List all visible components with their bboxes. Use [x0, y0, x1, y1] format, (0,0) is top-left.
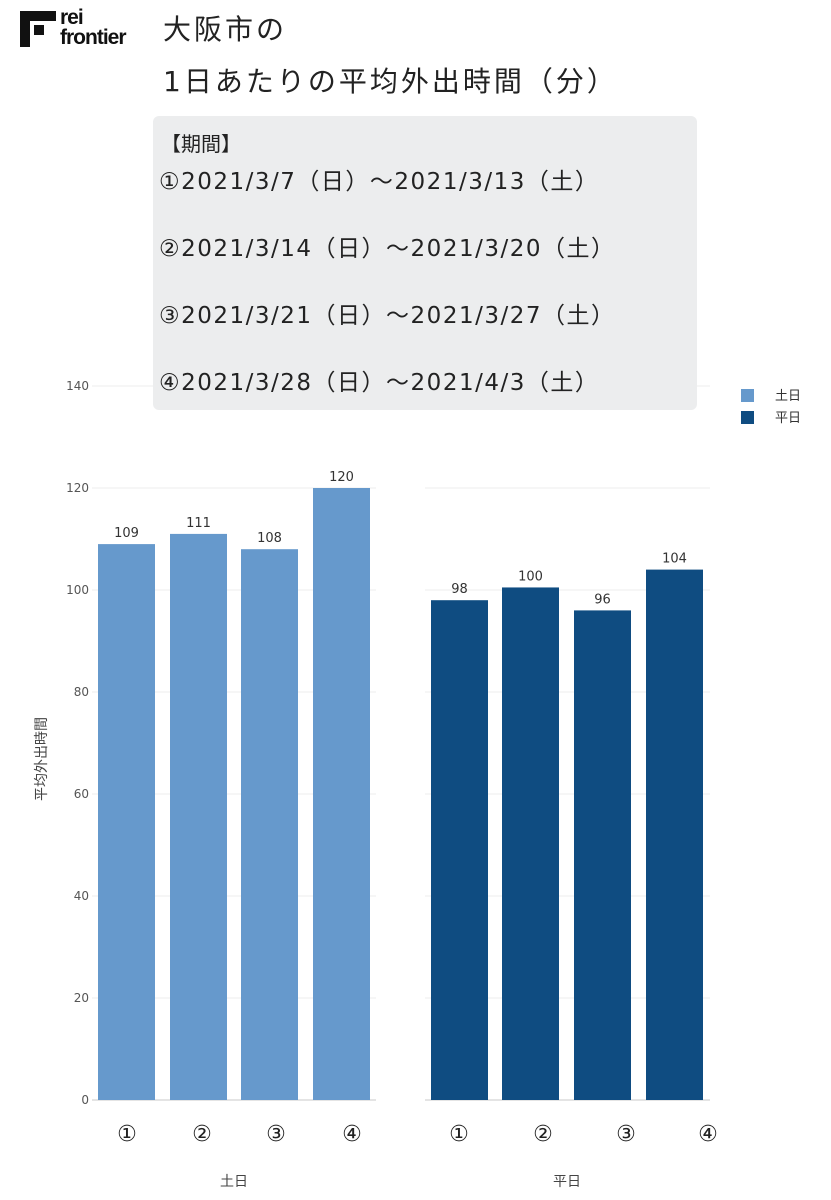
- x-tick-label: ①: [449, 1122, 469, 1147]
- data-label: 109: [114, 526, 139, 541]
- bar-weekday-4: [646, 569, 703, 1100]
- x-tick-label: ③: [616, 1122, 636, 1147]
- y-tick-label: 140: [66, 379, 89, 393]
- period-item-4: ④2021/3/28（日）～2021/4/3（土）: [159, 370, 600, 396]
- y-tick-label: 40: [74, 889, 89, 903]
- x-tick-label: ②: [192, 1122, 212, 1147]
- data-label: 96: [594, 592, 611, 607]
- bar-weekend-3: [241, 549, 298, 1100]
- legend-swatch: [741, 411, 754, 424]
- y-axis-label: 平均外出時間: [34, 717, 50, 801]
- logo-mark-icon: [20, 11, 56, 47]
- data-label: 108: [257, 531, 282, 546]
- bar-weekend-1: [98, 544, 155, 1100]
- x-tick-label: ①: [117, 1122, 137, 1147]
- bar-weekend-4: [313, 488, 370, 1100]
- chart-title-line2: 1日あたりの平均外出時間（分）: [163, 65, 618, 98]
- legend-label: 平日: [775, 411, 801, 426]
- period-info-box: 【期間】 ①2021/3/7（日）～2021/3/13（土） ②2021/3/1…: [153, 116, 697, 410]
- bar-weekend-2: [170, 533, 227, 1100]
- chart-title: 大阪市の 1日あたりの平均外出時間（分）: [163, 4, 618, 108]
- data-label: 120: [329, 470, 354, 485]
- facet-label: 平日: [553, 1174, 581, 1190]
- chart-title-line1: 大阪市の: [163, 13, 288, 46]
- legend-swatch: [741, 389, 754, 402]
- y-tick-label: 60: [74, 787, 89, 801]
- y-tick-label: 100: [66, 583, 89, 597]
- period-heading: 【期間】: [161, 132, 241, 156]
- period-item-2: ②2021/3/14（日）～2021/3/20（土）: [159, 236, 616, 262]
- bar-weekday-1: [431, 600, 488, 1100]
- facet-label: 土日: [220, 1174, 248, 1190]
- data-label: 98: [451, 582, 468, 597]
- y-tick-label: 80: [74, 685, 89, 699]
- bar-weekday-2: [502, 587, 559, 1100]
- x-tick-label: ④: [342, 1122, 362, 1147]
- y-tick-label: 120: [66, 481, 89, 495]
- logo-text-line2: frontier: [60, 26, 126, 49]
- x-tick-label: ②: [533, 1122, 553, 1147]
- x-tick-label: ④: [698, 1122, 718, 1147]
- x-tick-label: ③: [266, 1122, 286, 1147]
- bar-weekday-3: [574, 610, 631, 1100]
- data-label: 104: [662, 552, 687, 567]
- legend-label: 土日: [775, 389, 801, 404]
- data-label: 100: [518, 569, 543, 584]
- y-tick-label: 20: [74, 991, 89, 1005]
- period-item-3: ③2021/3/21（日）～2021/3/27（土）: [159, 303, 616, 329]
- period-item-1: ①2021/3/7（日）～2021/3/13（土）: [159, 169, 600, 195]
- logo-text: rei frontier: [60, 6, 126, 49]
- y-tick-label: 0: [81, 1093, 89, 1107]
- logo-text-line1: rei: [60, 6, 84, 29]
- data-label: 111: [186, 516, 211, 531]
- rei-frontier-logo: rei frontier: [20, 6, 140, 52]
